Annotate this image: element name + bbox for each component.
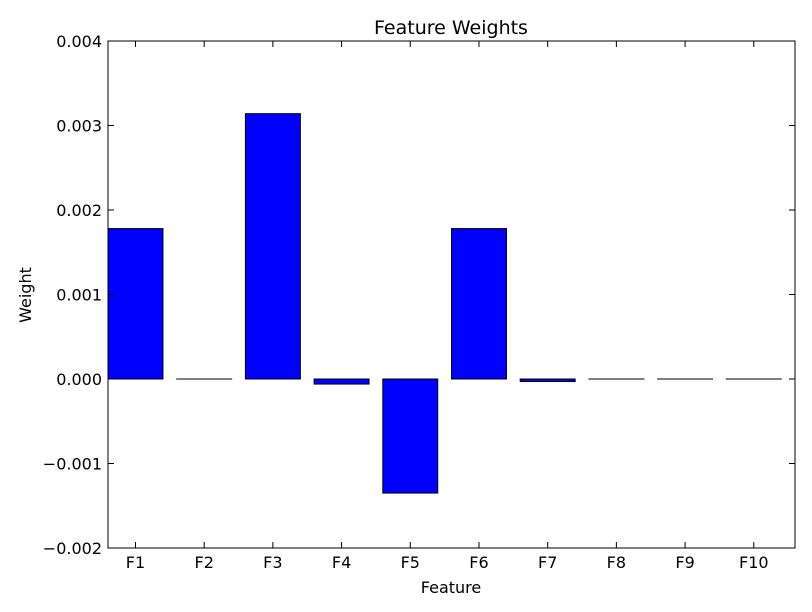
x-tick-label: F5 [401, 553, 420, 572]
x-tick-label: F7 [538, 553, 557, 572]
y-tick-label: 0.000 [56, 370, 102, 389]
plot-area-frame [107, 40, 796, 549]
bar-f4 [313, 378, 370, 385]
x-tick-label: F4 [332, 553, 351, 572]
bars-group [107, 113, 782, 494]
ticks-group: −0.002 −0.001 0.000 0.001 0.002 0.003 0.004 F1 F… [43, 32, 795, 572]
x-tick-label: F9 [675, 553, 694, 572]
y-tick-label: 0.004 [56, 32, 102, 51]
bar-f7 [519, 378, 576, 383]
y-tick-label: −0.002 [43, 539, 102, 558]
y-tick-label: 0.003 [56, 117, 102, 136]
x-tick-label: F10 [739, 553, 769, 572]
bar-f1 [107, 228, 164, 380]
x-tick-label: F3 [263, 553, 282, 572]
chart-title: Feature Weights [374, 17, 528, 39]
y-axis-label: Weight [16, 267, 35, 323]
x-tick-label: F6 [469, 553, 488, 572]
bar-f3 [244, 113, 301, 380]
y-tick-label: −0.001 [43, 455, 102, 474]
x-axis-label: Feature [421, 578, 481, 597]
x-tick-label: F8 [607, 553, 626, 572]
bar-f6 [451, 228, 507, 380]
y-tick-label: 0.002 [56, 201, 102, 220]
x-tick-label: F1 [126, 553, 145, 572]
y-tick-label: 0.001 [56, 286, 102, 305]
x-tick-label: F2 [194, 553, 213, 572]
bar-f5 [382, 378, 439, 494]
